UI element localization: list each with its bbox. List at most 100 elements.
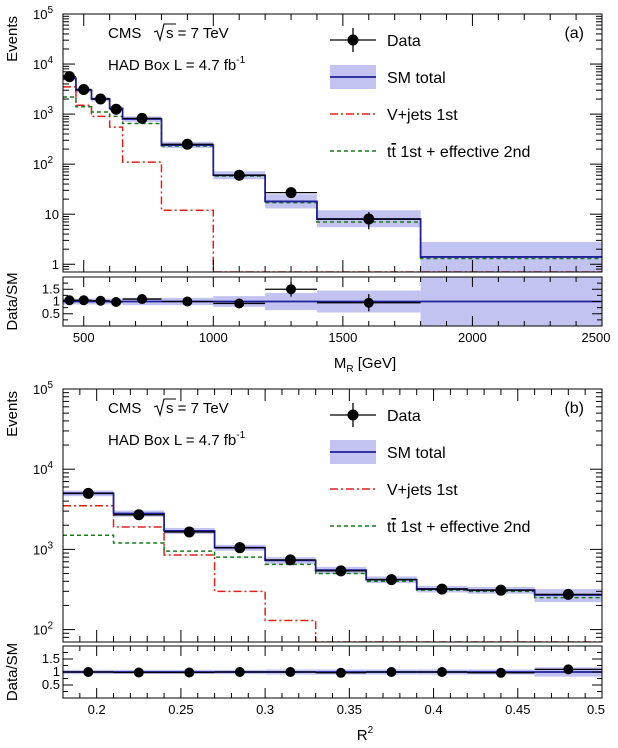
legend: Data SM total V+jets 1st tt 1st + effective… — [330, 403, 530, 536]
legend-vjets-label: V+jets 1st — [387, 107, 458, 124]
data-point — [82, 487, 94, 499]
ratio-point — [83, 667, 94, 677]
ttbar-rest: 1st + effective 2nd — [396, 519, 530, 536]
y-tick-exponent: 2 — [47, 621, 53, 632]
y-tick-exponent: 3 — [47, 105, 53, 116]
legend: Data SM total V+jets 1st tt 1st + effective… — [330, 28, 530, 161]
lumi-text: HAD Box L = 4.7 fb — [108, 432, 236, 449]
data-point — [495, 584, 507, 596]
y-axis-title: Events — [4, 391, 21, 437]
cms-text: CMS — [108, 25, 141, 42]
main-plot-area — [63, 71, 602, 272]
ratio-point — [286, 284, 297, 295]
legend-vjets-label: V+jets 1st — [387, 482, 458, 499]
y-tick-label: 102 — [33, 621, 53, 638]
y-tick-label: 103 — [33, 105, 53, 122]
main-frame — [62, 13, 603, 273]
x-tick-label: 0.25 — [168, 702, 193, 717]
y-tick-label: 10 — [45, 207, 59, 222]
x-title-sub: R — [346, 364, 353, 375]
data-point — [385, 574, 397, 586]
ttbar-tbar: t — [391, 144, 396, 161]
y-tick-label: 104 — [33, 460, 53, 477]
y-tick-label: 103 — [33, 540, 53, 557]
data-point — [233, 169, 245, 181]
cms-label: CMS — [108, 25, 141, 42]
y-tick-exponent: 4 — [47, 55, 53, 66]
lumi-label: HAD Box L = 4.7 fb-1 — [108, 430, 246, 449]
sm-total-histogram — [63, 492, 602, 596]
data-point — [110, 103, 122, 115]
x-tick-label: 0.4 — [425, 702, 443, 717]
panel-a: 1 10 102 103 104 105 Events CMS s = 7 TeV HAD Box… — [4, 5, 610, 375]
ttbar-tbar: t — [391, 519, 396, 536]
panel-b: 102 103 104 105 Events CMS s = 7 TeV HAD Box L … — [4, 380, 605, 744]
lumi-text: HAD Box L = 4.7 fb — [108, 57, 236, 74]
ratio-point — [64, 295, 75, 306]
ttbar-rest: 1st + effective 2nd — [396, 144, 530, 161]
legend-sm-label: SM total — [387, 70, 446, 87]
y-tick-exponent: 5 — [47, 5, 53, 16]
legend-data-label: Data — [387, 33, 421, 50]
x-title-main: R — [357, 727, 368, 744]
data-point — [562, 588, 574, 600]
ratio-point — [182, 296, 193, 307]
x-tick-label: 2000 — [458, 330, 487, 345]
ratio-y-title: Data/SM — [4, 272, 21, 330]
ratio-tick-label: 1.5 — [42, 651, 60, 666]
y-tick-exponent: 4 — [47, 460, 53, 471]
x-title-unit: [GeV] — [354, 355, 397, 372]
legend-data-marker — [347, 409, 359, 421]
cms-text: CMS — [108, 400, 141, 417]
ratio-tick-label: 1.5 — [42, 281, 60, 296]
legend-ttbar-label: tt 1st + effective 2nd — [387, 144, 530, 161]
ratio-point — [563, 664, 574, 675]
legend-data-label: Data — [387, 408, 421, 425]
energy-label: s = 7 TeV — [166, 400, 229, 417]
y-tick-label: 104 — [33, 55, 53, 72]
ratio-y-title: Data/SM — [4, 643, 21, 701]
energy-label: s = 7 TeV — [166, 25, 229, 42]
vjets-histogram — [63, 505, 602, 642]
legend-sm-label: SM total — [387, 445, 446, 462]
ratio-tick-label: 0.5 — [42, 677, 60, 692]
data-point — [183, 526, 195, 538]
data-point — [133, 509, 145, 521]
legend-data-marker — [347, 34, 359, 46]
x-title-sup: 2 — [368, 725, 374, 736]
ttbar-t: t — [387, 519, 392, 536]
x-tick-label: 1000 — [199, 330, 228, 345]
data-point — [63, 71, 75, 83]
y-tick-exponent: 5 — [47, 380, 53, 391]
ratio-point — [234, 667, 245, 677]
main-plot-area — [63, 487, 602, 642]
sqrt-sign — [153, 398, 176, 417]
ratio-point — [285, 667, 296, 677]
ratio-point — [95, 295, 106, 306]
ratio-point — [335, 667, 346, 678]
x-tick-label: 500 — [73, 330, 95, 345]
y-tick-label: 1 — [52, 257, 59, 272]
x-axis-title: MR [GeV] — [334, 355, 396, 375]
lumi-exponent: -1 — [236, 430, 245, 441]
ratio-tick-label: 1 — [53, 664, 60, 679]
y-tick-exponent: 3 — [47, 540, 53, 551]
y-tick-label: 105 — [33, 380, 53, 397]
data-point — [234, 542, 246, 554]
x-tick-label: 0.3 — [256, 702, 274, 717]
x-tick-label: 0.35 — [337, 702, 362, 717]
x-tick-label: 0.45 — [505, 702, 530, 717]
legend-ttbar-label: tt 1st + effective 2nd — [387, 519, 530, 536]
ratio-point — [184, 667, 195, 678]
ratio-point — [436, 667, 447, 677]
cms-label: CMS — [108, 400, 141, 417]
data-point — [181, 138, 193, 150]
data-point — [335, 565, 347, 577]
ratio-plot-area — [63, 664, 602, 678]
panel-label: (a) — [564, 25, 584, 42]
ttbar-t: t — [387, 144, 392, 161]
lumi-label: HAD Box L = 4.7 fb-1 — [108, 55, 246, 74]
data-point — [284, 554, 296, 566]
ratio-tick-label: 1 — [53, 294, 60, 309]
